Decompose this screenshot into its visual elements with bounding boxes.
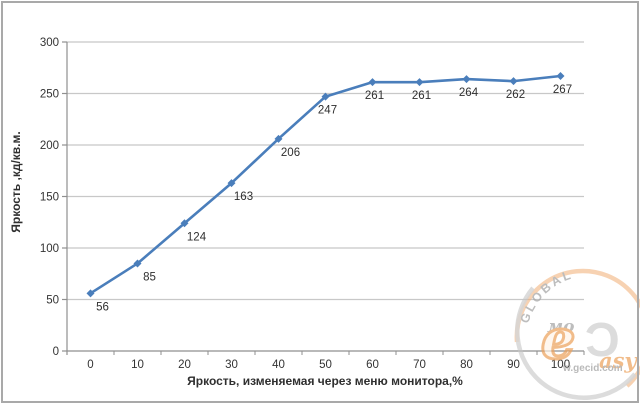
x-axis-tick-label: 20 xyxy=(178,359,191,371)
data-point-marker xyxy=(227,179,236,188)
x-axis-tick-label: 40 xyxy=(272,359,285,371)
x-axis-tick-label: 80 xyxy=(460,359,473,371)
y-axis-tick-label: 100 xyxy=(40,243,59,255)
data-label: 264 xyxy=(459,87,479,99)
data-label: 262 xyxy=(506,89,525,101)
data-label: 56 xyxy=(96,301,109,313)
data-point-marker xyxy=(321,92,330,101)
data-label: 261 xyxy=(365,90,384,102)
y-axis-tick-label: 0 xyxy=(53,346,59,358)
x-axis-tick-label: 30 xyxy=(225,359,238,371)
data-point-marker xyxy=(509,77,518,86)
x-axis-tick-label: 10 xyxy=(131,359,144,371)
data-point-marker xyxy=(368,78,377,87)
y-axis-tick-label: 150 xyxy=(40,192,59,204)
data-label: 261 xyxy=(412,90,431,102)
data-point-marker xyxy=(180,219,189,228)
data-label: 85 xyxy=(143,271,156,283)
x-axis-title: Яркость, изменяемая через меню монитора,… xyxy=(187,374,463,388)
data-point-marker xyxy=(133,259,142,268)
data-point-marker xyxy=(462,75,471,84)
data-label: 267 xyxy=(553,84,572,96)
x-axis-tick-label: 50 xyxy=(319,359,332,371)
data-point-marker xyxy=(86,289,95,298)
x-axis-tick-label: 0 xyxy=(87,359,93,371)
x-axis-tick-label: 60 xyxy=(366,359,379,371)
x-axis-tick-label: 100 xyxy=(551,359,570,371)
data-label: 124 xyxy=(187,231,207,243)
data-label: 163 xyxy=(234,191,253,203)
y-axis-tick-label: 200 xyxy=(40,140,59,152)
data-point-marker xyxy=(274,134,283,143)
y-axis-tick-label: 300 xyxy=(40,37,59,49)
y-axis-tick-label: 250 xyxy=(40,89,59,101)
x-axis-tick-label: 90 xyxy=(507,359,520,371)
data-point-marker xyxy=(556,71,565,80)
y-axis-title: Яркость ,кд/кв.м. xyxy=(9,131,23,233)
x-axis-tick-label: 70 xyxy=(413,359,426,371)
data-label: 247 xyxy=(318,105,337,117)
data-label: 206 xyxy=(281,147,300,159)
y-axis-tick-label: 50 xyxy=(46,295,59,307)
data-point-marker xyxy=(415,78,424,87)
